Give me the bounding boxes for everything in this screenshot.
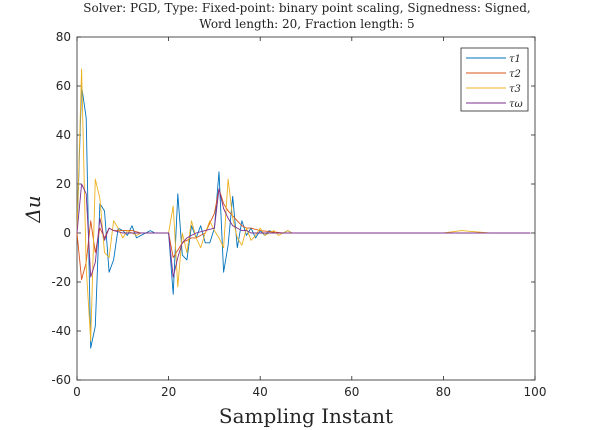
chart-title-line-2: Word length: 20, Fraction length: 5 [199,17,414,31]
chart-title-line-1: Solver: PGD, Type: Fixed-point: binary p… [83,1,531,15]
series-line [76,68,531,342]
legend-label: τ1 [509,54,521,65]
y-tick-label: 80 [56,30,71,44]
y-tick-label: 60 [56,79,71,93]
y-tick-label: -60 [51,373,71,387]
y-tick-label: -20 [51,275,71,289]
axis-ticks: 0 20 40 60 80 100 -60 -40 -20 0 20 40 60 80 [51,30,546,399]
series-line [76,183,531,278]
y-tick-label: -40 [51,324,71,338]
plot-area [76,36,536,381]
y-tick-label: 20 [56,177,71,191]
legend: τ1 τ2 τ3 τω [460,47,529,112]
x-tick-label: 80 [436,385,451,399]
x-tick-label: 40 [253,385,268,399]
series-layer [76,68,531,349]
y-axis-label: Δu [21,195,45,223]
legend-label: τ2 [509,69,521,80]
x-tick-label: 0 [73,385,81,399]
x-axis-label: Sampling Instant [219,404,393,428]
x-tick-label: 20 [161,385,176,399]
x-tick-label: 100 [524,385,547,399]
x-tick-label: 60 [344,385,359,399]
legend-label: τ3 [509,84,521,95]
y-tick-label: 0 [63,226,71,240]
y-tick-label: 40 [56,128,71,142]
legend-label: τω [509,99,523,110]
